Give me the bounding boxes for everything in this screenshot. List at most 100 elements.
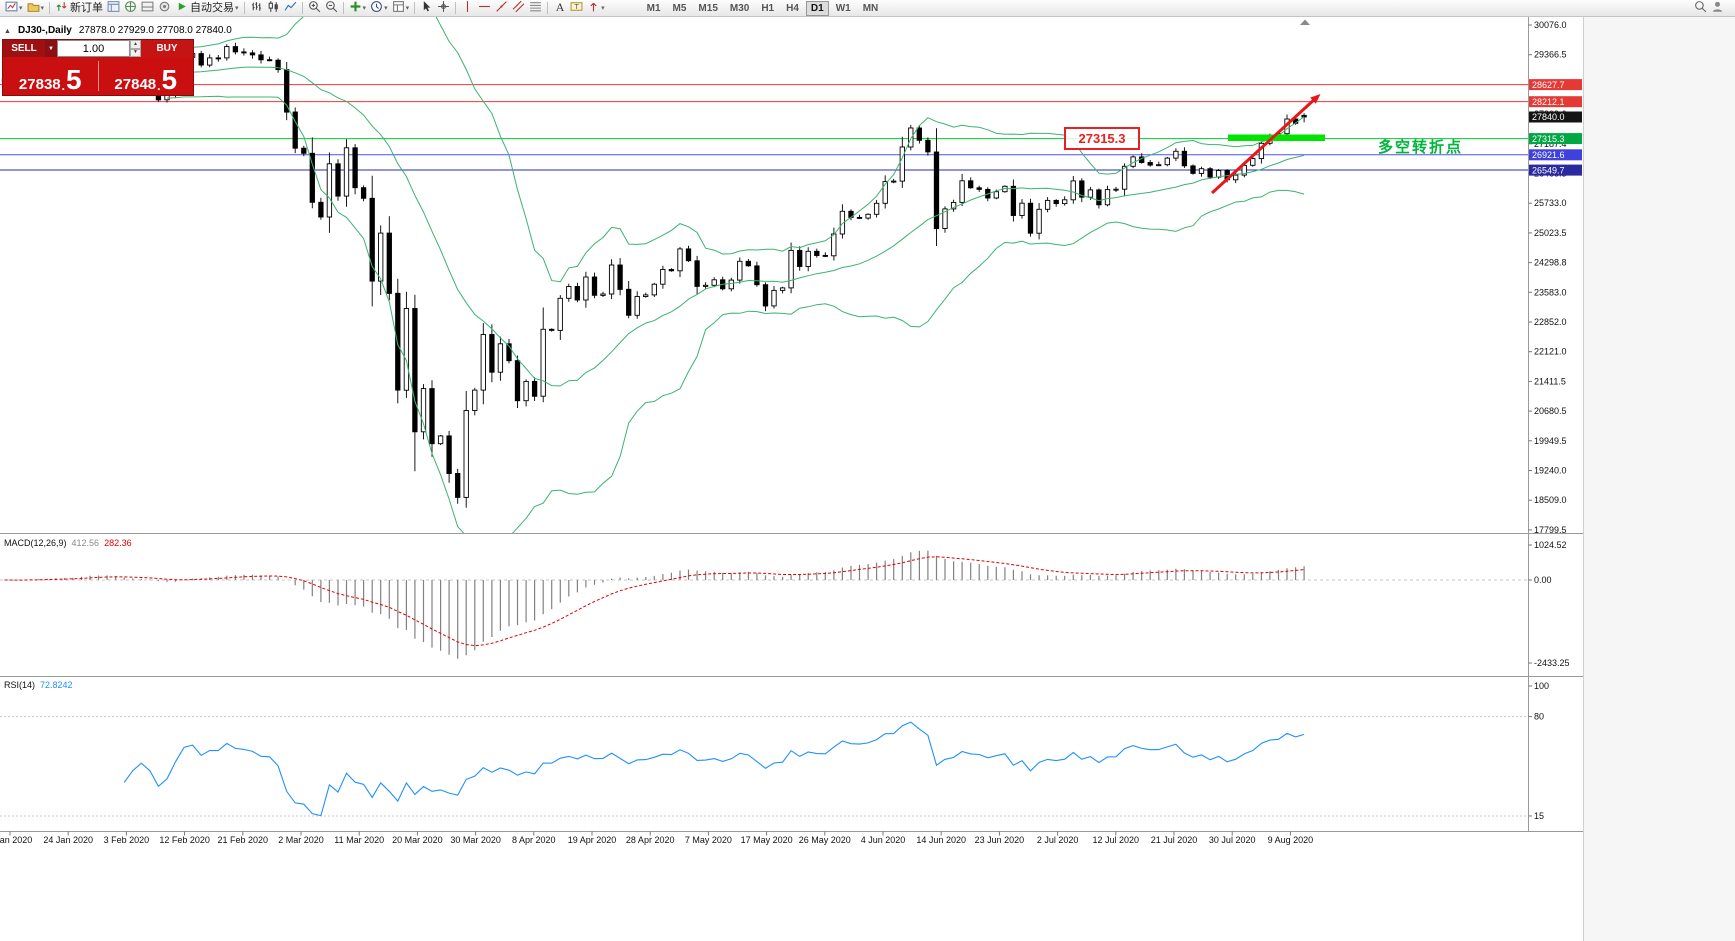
new-order-button[interactable]: 新订单 xyxy=(53,1,105,16)
community-button[interactable] xyxy=(1709,1,1726,16)
date-axis-label: 8 Apr 2020 xyxy=(512,835,556,845)
search-button[interactable] xyxy=(1692,1,1709,16)
order-type-caret-icon[interactable]: ▼ xyxy=(45,40,57,57)
cursor-icon xyxy=(420,0,433,16)
price-badge-27840.0: 27840.0 xyxy=(1529,111,1582,123)
terminal-button[interactable] xyxy=(139,1,156,16)
price-axis-label: 25733.0 xyxy=(1534,198,1567,208)
bar-chart-mode-button[interactable] xyxy=(248,1,265,16)
chart-shift-marker[interactable] xyxy=(1300,19,1310,26)
strategy-tester-icon xyxy=(158,0,171,16)
timeframe-d1-button[interactable]: D1 xyxy=(805,0,829,16)
periods-icon xyxy=(370,0,383,16)
line-chart-mode-icon xyxy=(284,0,297,16)
strategy-tester-button[interactable] xyxy=(156,1,173,16)
candlestick-mode-button[interactable] xyxy=(265,1,282,16)
date-axis-label: 23 Jun 2020 xyxy=(975,835,1025,845)
zoom-out-button[interactable] xyxy=(323,1,340,16)
date-axis-label: 5 Jan 2020 xyxy=(0,835,32,845)
zoom-in-icon xyxy=(308,0,321,16)
crosshair-button[interactable] xyxy=(435,1,452,16)
bollinger-upper xyxy=(166,17,1305,283)
indicators-button[interactable]: ▾ xyxy=(347,1,369,16)
price-badge-28627.7: 28627.7 xyxy=(1529,79,1582,91)
svg-text:26549.7: 26549.7 xyxy=(1532,165,1565,175)
timeframe-m1-button[interactable]: M1 xyxy=(642,1,666,16)
buy-button[interactable]: BUY xyxy=(141,40,193,57)
new-order-label: 新订单 xyxy=(70,1,104,14)
sell-price-separator: . xyxy=(61,79,65,93)
buy-price[interactable]: 27848. 5 xyxy=(99,57,194,95)
volume-decrease-button[interactable]: ▼ xyxy=(130,48,141,57)
price-axis-label: 17799.5 xyxy=(1534,525,1567,535)
new-chart-button[interactable]: ▾ xyxy=(3,1,25,16)
timeframe-h1-button[interactable]: H1 xyxy=(756,1,779,16)
caret-down-icon: ▾ xyxy=(40,5,45,12)
timeframe-h4-button[interactable]: H4 xyxy=(781,1,804,16)
timeframe-m5-button[interactable]: M5 xyxy=(668,1,692,16)
profiles-icon xyxy=(27,0,40,16)
navigator-button[interactable] xyxy=(122,1,139,16)
zoom-in-button[interactable] xyxy=(306,1,323,16)
timeframe-m15-button[interactable]: M15 xyxy=(693,1,722,16)
price-badge-28212.1: 28212.1 xyxy=(1529,96,1582,108)
horizontal-line-button[interactable] xyxy=(476,1,493,16)
trendline-button[interactable] xyxy=(493,1,510,16)
sell-price[interactable]: 27838. 5 xyxy=(3,57,98,95)
sell-button[interactable]: SELL xyxy=(3,40,45,57)
toolbar-separator xyxy=(301,2,303,14)
toolbar-separator xyxy=(414,2,416,14)
trend-arrow-head xyxy=(1310,94,1321,104)
svg-text:27315.3: 27315.3 xyxy=(1532,134,1565,144)
channel-button[interactable] xyxy=(510,0,527,16)
macd-signal-value: 282.36 xyxy=(104,538,132,548)
channel-icon xyxy=(512,0,525,16)
volume-increase-button[interactable]: ▲ xyxy=(130,40,141,49)
line-chart-mode-button[interactable] xyxy=(282,1,299,16)
indicators-icon xyxy=(349,0,362,16)
caret-down-icon: ▾ xyxy=(601,5,605,12)
chart-area[interactable]: 30076.029366.528631.727909.627187.426465… xyxy=(0,17,1583,941)
price-axis-label: 29366.5 xyxy=(1534,50,1567,60)
date-axis-label: 17 May 2020 xyxy=(741,835,793,845)
cursor-button[interactable] xyxy=(418,1,435,16)
macd-name: MACD(12,26,9) xyxy=(4,538,67,548)
text-label-button[interactable]: T xyxy=(568,1,585,16)
profiles-button[interactable]: ▾ xyxy=(25,1,47,16)
market-watch-button[interactable] xyxy=(105,1,122,16)
text-icon: A xyxy=(553,0,566,16)
trade-panel-controls: SELL ▼ ▲ ▼ BUY xyxy=(3,40,193,57)
one-click-toggle-icon[interactable]: ▲ xyxy=(4,28,11,35)
candlestick-series xyxy=(1,42,1307,508)
autotrading-button[interactable]: 自动交易 ▾ xyxy=(173,1,241,16)
fibonacci-button[interactable] xyxy=(527,1,544,16)
price-axis-label: 18509.0 xyxy=(1534,495,1567,505)
macd-axis-label: 1024.52 xyxy=(1534,540,1567,550)
templates-button[interactable]: ▾ xyxy=(390,1,412,16)
support-zone-bar[interactable] xyxy=(1228,134,1325,142)
price-annotation-box[interactable]: 27315.3 xyxy=(1064,127,1140,150)
price-axis-label: 22121.0 xyxy=(1534,347,1567,357)
timeframe-m30-button[interactable]: M30 xyxy=(725,1,754,16)
periods-button[interactable]: ▾ xyxy=(368,1,390,16)
svg-text:T: T xyxy=(574,2,579,11)
crosshair-icon xyxy=(437,0,450,16)
turning-point-label[interactable]: 多空转折点 xyxy=(1378,139,1464,156)
one-click-trading-panel: SELL ▼ ▲ ▼ BUY 27838.5 27848.5 xyxy=(3,40,193,95)
vertical-line-button[interactable] xyxy=(459,1,476,16)
price-axis-label: 21411.5 xyxy=(1534,376,1566,386)
arrows-button[interactable]: ▾ xyxy=(585,1,607,16)
timeframe-w1-button[interactable]: W1 xyxy=(831,1,856,16)
trend-arrow-line[interactable] xyxy=(1210,96,1318,195)
date-axis-label: 30 Jul 2020 xyxy=(1209,835,1256,845)
volume-input[interactable] xyxy=(57,40,130,57)
date-axis-label: 21 Jul 2020 xyxy=(1151,835,1198,845)
chart-window: 30076.029366.528631.727909.627187.426465… xyxy=(0,17,1584,941)
bar-chart-mode-icon xyxy=(250,0,263,16)
timeframe-mn-button[interactable]: MN xyxy=(858,1,884,16)
text-button[interactable]: A xyxy=(551,0,568,16)
date-axis-label: 12 Jul 2020 xyxy=(1093,835,1140,845)
rsi-name: RSI(14) xyxy=(4,680,36,690)
svg-text:26921.6: 26921.6 xyxy=(1532,150,1565,160)
bollinger-middle xyxy=(166,66,1305,387)
